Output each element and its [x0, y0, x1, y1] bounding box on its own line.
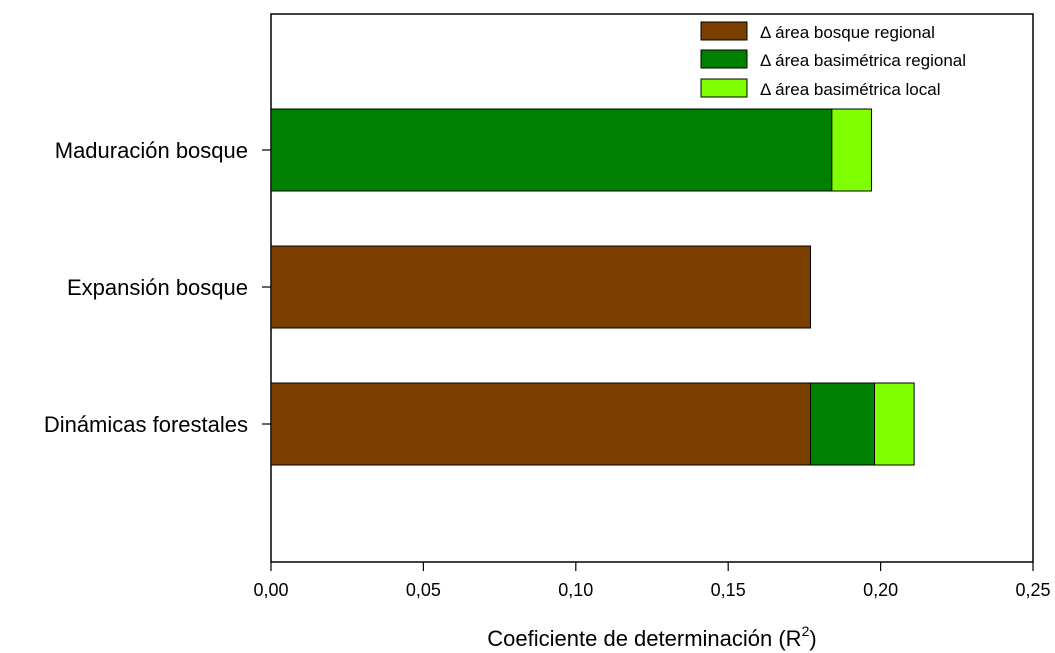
- legend-swatch: [700, 78, 748, 98]
- x-tick-label: 0,00: [253, 580, 288, 600]
- bar-2-series-1: [809, 382, 876, 466]
- bar-2-series-2: [874, 382, 915, 466]
- x-axis-title-superscript: 2: [802, 623, 810, 639]
- x-axis-title-suffix: ): [809, 626, 816, 651]
- bar-1-series-0: [270, 245, 811, 329]
- bar-0-series-2: [831, 108, 872, 192]
- legend-swatch: [700, 21, 748, 41]
- x-axis-title: Coeficiente de determinación (R2): [487, 623, 816, 651]
- legend-label: Δ área basimétrica regional: [760, 51, 966, 70]
- x-axis-ticks: 0,00 0,05 0,10 0,15 0,20 0,25: [253, 562, 1051, 600]
- legend-swatch: [700, 49, 748, 69]
- bar-2-series-0: [270, 382, 811, 466]
- legend: Δ área bosque regional Δ área basimétrica…: [696, 21, 1024, 105]
- legend-box: [696, 21, 1024, 105]
- bars-group: [270, 108, 915, 466]
- x-tick-label: 0,15: [711, 580, 746, 600]
- x-tick-label: 0,10: [558, 580, 593, 600]
- legend-label: Δ área bosque regional: [760, 23, 935, 42]
- x-tick-label: 0,05: [406, 580, 441, 600]
- category-label: Dinámicas forestales: [44, 412, 248, 437]
- x-tick-label: 0,25: [1015, 580, 1050, 600]
- legend-label: Δ área basimétrica local: [760, 80, 941, 99]
- category-label: Expansión bosque: [67, 275, 248, 300]
- x-axis-title-main: Coeficiente de determinación (R: [487, 626, 801, 651]
- category-label: Maduración bosque: [55, 138, 248, 163]
- bar-0-series-1: [270, 108, 833, 192]
- category-labels: Maduración bosque Expansión bosque Dinámic…: [44, 138, 271, 437]
- x-tick-label: 0,20: [863, 580, 898, 600]
